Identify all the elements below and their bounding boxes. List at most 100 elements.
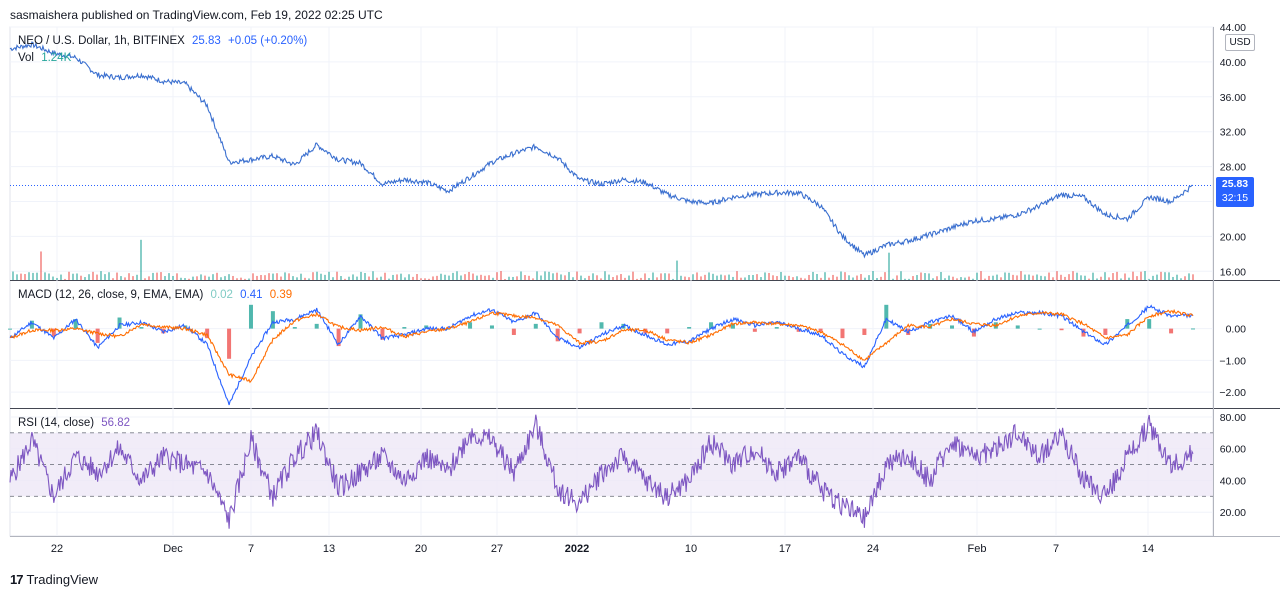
currency-button[interactable]: USD bbox=[1225, 34, 1255, 51]
volume-bar bbox=[76, 273, 78, 280]
macd-hist-bar bbox=[117, 317, 122, 329]
macd-hist-bar bbox=[774, 327, 779, 329]
volume-bar bbox=[996, 274, 998, 280]
volume-bar bbox=[284, 272, 286, 280]
tradingview-footer[interactable]: 17 TradingView bbox=[10, 572, 98, 587]
volume-bar bbox=[72, 273, 74, 280]
macd-hist-bar bbox=[205, 328, 210, 339]
volume-bar bbox=[644, 273, 646, 280]
volume-bar bbox=[1048, 272, 1050, 280]
volume-bar bbox=[920, 272, 922, 280]
volume-bar bbox=[64, 278, 66, 280]
volume-bar bbox=[272, 273, 274, 280]
volume-bar bbox=[1036, 274, 1038, 280]
volume-bar bbox=[448, 275, 450, 280]
rsi-label[interactable]: RSI (14, close) bbox=[18, 417, 95, 429]
volume-bar bbox=[40, 251, 42, 280]
volume-bar bbox=[388, 278, 390, 280]
volume-bar bbox=[940, 271, 942, 280]
volume-bar bbox=[676, 260, 678, 280]
macd-tick-label: −2.00 bbox=[1219, 387, 1246, 399]
volume-bar bbox=[140, 239, 142, 280]
macd-hist-bar bbox=[8, 328, 12, 330]
volume-bar bbox=[52, 276, 54, 280]
volume-bar bbox=[488, 275, 490, 280]
volume-bar bbox=[420, 278, 422, 280]
volume-bar bbox=[1184, 276, 1186, 280]
volume-bar bbox=[524, 275, 526, 280]
volume-bar bbox=[1004, 272, 1006, 280]
macd-hist-bar bbox=[95, 328, 100, 343]
volume-bar bbox=[12, 271, 14, 280]
volume-bar bbox=[1076, 272, 1078, 280]
macd-hist-bar bbox=[29, 320, 34, 329]
volume-bar bbox=[504, 278, 506, 280]
volume-bar bbox=[360, 271, 362, 280]
volume-bar bbox=[364, 272, 366, 280]
volume-bar bbox=[924, 273, 926, 280]
macd-signal-line bbox=[9, 308, 1194, 384]
macd-value: 0.41 bbox=[240, 289, 263, 301]
volume-bar bbox=[756, 274, 758, 280]
volume-bar bbox=[92, 271, 94, 280]
volume-bar bbox=[508, 276, 510, 280]
volume-bar bbox=[264, 275, 266, 280]
macd-hist-bar bbox=[730, 323, 735, 329]
volume-bars bbox=[12, 239, 1194, 280]
volume-bar bbox=[440, 273, 442, 280]
volume-bar bbox=[892, 278, 894, 280]
volume-bar bbox=[780, 271, 782, 280]
macd-hist-bar bbox=[1037, 328, 1042, 330]
volume-bar bbox=[392, 274, 394, 280]
volume-bar bbox=[1084, 275, 1086, 280]
volume-bar bbox=[548, 271, 550, 280]
x-tick-label: 10 bbox=[685, 543, 697, 555]
volume-bar bbox=[976, 272, 978, 280]
volume-bar bbox=[608, 274, 610, 280]
volume-bar bbox=[640, 277, 642, 280]
macd-hist-bar bbox=[1169, 328, 1174, 334]
x-tick-label: 27 bbox=[491, 543, 503, 555]
volume-bar bbox=[1088, 278, 1090, 280]
price-tick-label: 20.00 bbox=[1220, 231, 1246, 243]
x-axis-labels: 22 Dec 7 13 20 27 2022 10 17 24 Feb 7 14 bbox=[51, 543, 1154, 555]
volume-bar bbox=[48, 273, 50, 280]
volume-bar bbox=[324, 274, 326, 280]
volume-bar bbox=[880, 276, 882, 280]
macd-hist-bar bbox=[709, 322, 714, 329]
volume-bar bbox=[496, 272, 498, 280]
volume-bar bbox=[1160, 271, 1162, 280]
volume-bar bbox=[1000, 277, 1002, 280]
volume-bar bbox=[960, 277, 962, 280]
volume-bar bbox=[1152, 275, 1154, 280]
volume-bar bbox=[88, 274, 90, 280]
symbol-label[interactable]: NEO / U.S. Dollar, 1h, BITFINEX bbox=[18, 35, 185, 47]
price-tick-label: 16.00 bbox=[1220, 266, 1246, 278]
volume-bar bbox=[832, 274, 834, 280]
volume-bar bbox=[1008, 272, 1010, 280]
volume-bar bbox=[492, 277, 494, 280]
x-tick-label: 22 bbox=[51, 543, 63, 555]
volume-bar bbox=[96, 274, 98, 280]
volume-bar bbox=[532, 278, 534, 280]
volume-bar bbox=[784, 275, 786, 280]
macd-label[interactable]: MACD (12, 26, close, 9, EMA, EMA) bbox=[18, 289, 204, 301]
volume-bar bbox=[412, 276, 414, 280]
volume-bar bbox=[160, 272, 162, 280]
volume-bar bbox=[148, 276, 150, 280]
volume-bar bbox=[480, 274, 482, 280]
volume-bar bbox=[716, 275, 718, 280]
volume-bar bbox=[60, 274, 62, 280]
volume-bar bbox=[236, 278, 238, 280]
volume-bar bbox=[812, 271, 814, 280]
volume-bar bbox=[280, 276, 282, 280]
volume-bar bbox=[156, 272, 158, 280]
volume-bar bbox=[336, 271, 338, 280]
volume-bar bbox=[616, 275, 618, 280]
volume-bar bbox=[564, 275, 566, 280]
volume-bar bbox=[1192, 274, 1194, 280]
x-tick-label: 7 bbox=[1053, 543, 1059, 555]
volume-bar bbox=[188, 278, 190, 280]
volume-bar bbox=[688, 277, 690, 280]
